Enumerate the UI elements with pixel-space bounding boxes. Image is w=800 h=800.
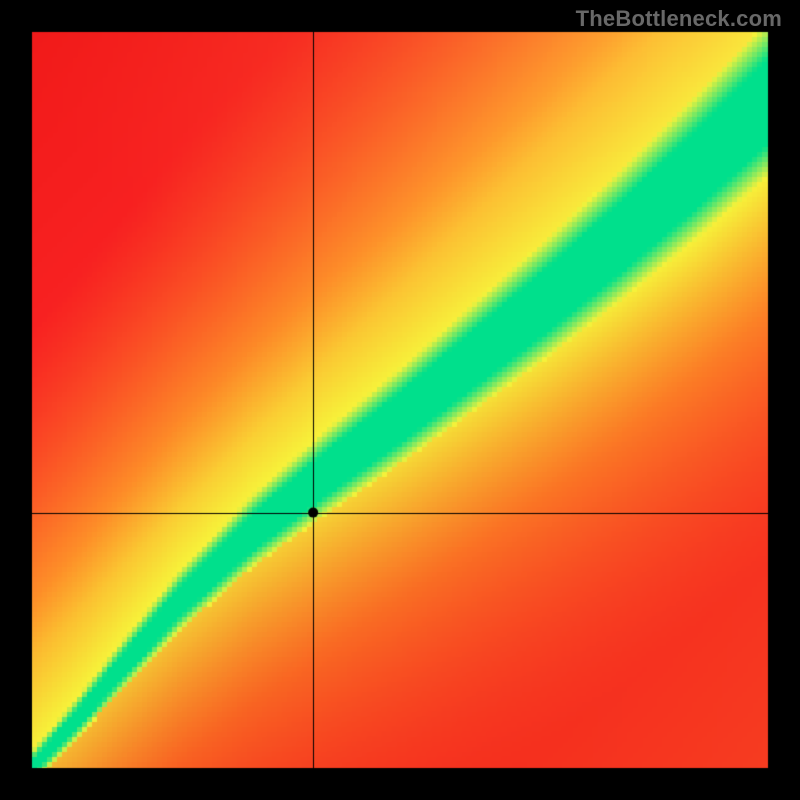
watermark-text: TheBottleneck.com: [576, 6, 782, 32]
bottleneck-heatmap-chart: [0, 0, 800, 800]
